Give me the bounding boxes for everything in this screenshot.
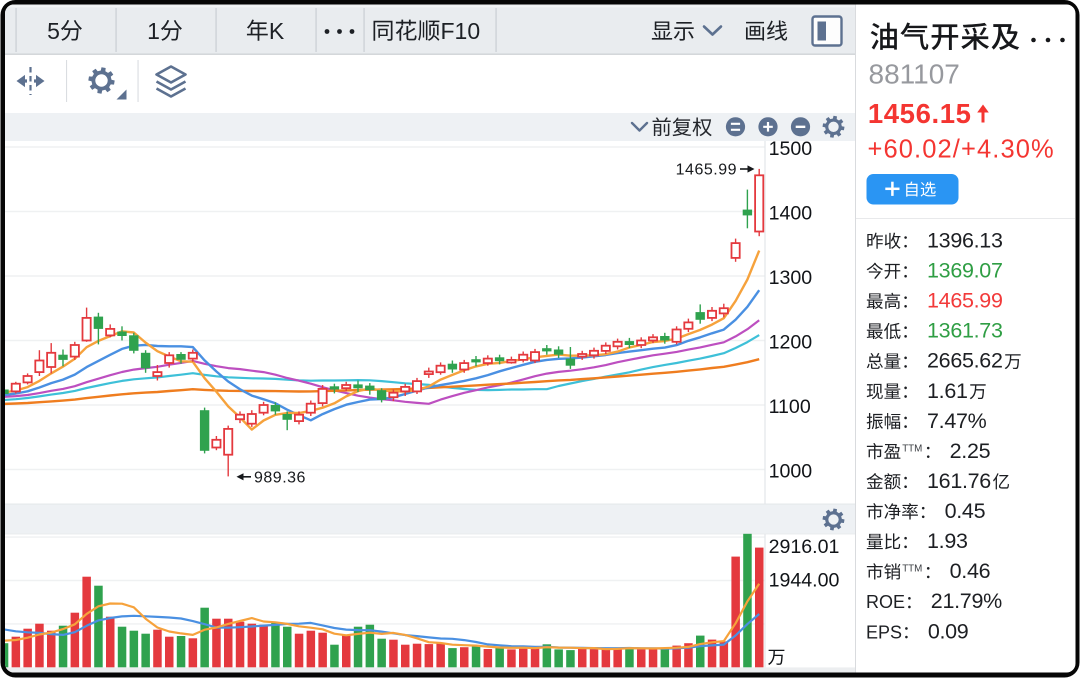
svg-text:1465.99: 1465.99 bbox=[927, 289, 1003, 313]
svg-text:2665.62: 2665.62 bbox=[927, 349, 1003, 373]
svg-text:1200: 1200 bbox=[769, 331, 813, 353]
svg-text:ROE: ROE bbox=[866, 592, 905, 612]
svg-text:21.79%: 21.79% bbox=[931, 589, 1002, 613]
svg-text:881107: 881107 bbox=[869, 59, 960, 90]
svg-text:TTM: TTM bbox=[902, 443, 922, 454]
svg-text:2.25: 2.25 bbox=[950, 439, 991, 463]
svg-text:1465.99: 1465.99 bbox=[676, 161, 737, 178]
svg-text:1400: 1400 bbox=[769, 202, 813, 224]
svg-text:1.93: 1.93 bbox=[927, 529, 968, 553]
svg-text:5: 5 bbox=[47, 18, 60, 44]
svg-text:1.61: 1.61 bbox=[927, 379, 968, 403]
svg-text:0.46: 0.46 bbox=[950, 559, 991, 583]
svg-text:1456.15: 1456.15 bbox=[868, 98, 972, 129]
svg-text:EPS: EPS bbox=[866, 622, 902, 642]
svg-text:1000: 1000 bbox=[769, 460, 813, 482]
svg-text:+60.02/+4.30%: +60.02/+4.30% bbox=[868, 136, 1055, 164]
svg-text:7.47%: 7.47% bbox=[927, 409, 987, 433]
svg-text:1944.00: 1944.00 bbox=[769, 570, 840, 592]
svg-text:0.09: 0.09 bbox=[928, 619, 969, 643]
svg-text:1361.73: 1361.73 bbox=[927, 319, 1003, 343]
svg-text:989.36: 989.36 bbox=[254, 469, 306, 486]
svg-text:K: K bbox=[269, 18, 285, 44]
svg-text:1500: 1500 bbox=[769, 138, 813, 160]
svg-text:1369.07: 1369.07 bbox=[927, 258, 1003, 282]
svg-text:1100: 1100 bbox=[769, 396, 811, 418]
svg-text:1: 1 bbox=[147, 18, 160, 44]
svg-text:TTM: TTM bbox=[902, 564, 922, 575]
svg-text:1300: 1300 bbox=[769, 267, 813, 289]
svg-text:0.45: 0.45 bbox=[945, 499, 986, 523]
svg-text:F10: F10 bbox=[440, 18, 480, 44]
svg-text:2916.01: 2916.01 bbox=[769, 536, 840, 558]
svg-text:161.76: 161.76 bbox=[927, 469, 991, 493]
svg-text:1396.13: 1396.13 bbox=[927, 228, 1003, 252]
